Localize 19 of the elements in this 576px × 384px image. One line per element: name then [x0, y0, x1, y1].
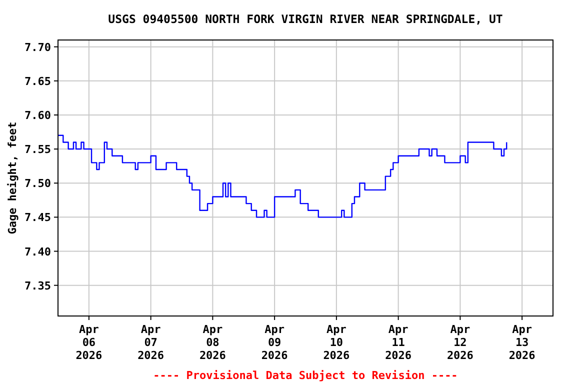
x-tick-label: Apr 13 2026: [508, 323, 536, 362]
x-tick-label: Apr 12 2026: [446, 323, 474, 362]
x-tick-label: Apr 08 2026: [199, 323, 226, 362]
y-tick-label: 7.45: [24, 211, 51, 224]
y-tick-label: 7.35: [24, 279, 51, 292]
y-tick-label: 7.55: [24, 143, 51, 156]
y-tick-label: 7.40: [24, 245, 51, 258]
y-tick-label: 7.70: [24, 40, 51, 54]
y-axis-title: Gage height, feet: [6, 122, 19, 234]
x-tick-label: Apr 10 2026: [323, 323, 350, 362]
y-tick-label: 7.60: [24, 108, 51, 122]
x-tick-label: Apr 11 2026: [385, 323, 412, 362]
x-tick-label: Apr 07 2026: [138, 323, 164, 362]
y-tick-label: 7.65: [24, 74, 51, 88]
x-tick-label: Apr 06 2026: [76, 323, 103, 362]
x-tick-label: Apr 09 2026: [261, 323, 288, 362]
y-tick-label: 7.50: [24, 177, 51, 190]
chart-title: USGS 09405500 NORTH FORK VIRGIN RIVER NEAR SPRINGDALE, UT: [108, 12, 503, 26]
text: ---- Provisional Data Subject to Revision ----: [153, 369, 458, 382]
